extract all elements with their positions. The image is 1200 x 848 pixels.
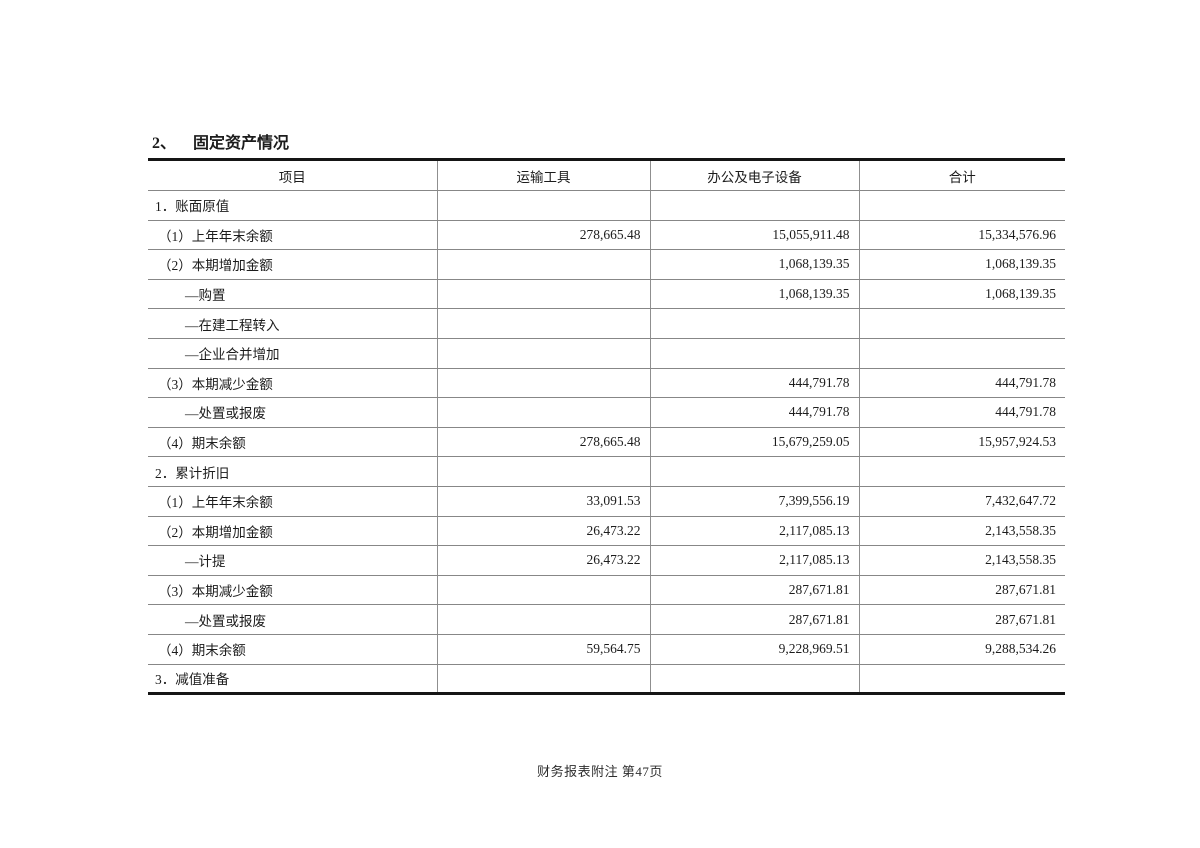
table-row: 1．账面原值 (148, 190, 1065, 221)
table-row: （3）本期减少金额 444,791.78 444,791.78 (148, 368, 1065, 399)
table-row: 2．累计折旧 (148, 456, 1065, 487)
row-label: 2．累计折旧 (148, 456, 437, 487)
row-value (649, 664, 859, 695)
fixed-assets-table: 项目 运输工具 办公及电子设备 合计 1．账面原值 （1）上年年末余额 278,… (148, 158, 1065, 696)
row-value (649, 456, 859, 487)
row-value (436, 338, 650, 369)
row-label: —处置或报废 (148, 397, 437, 428)
row-value: 1,068,139.35 (858, 279, 1065, 310)
row-value: 444,791.78 (649, 397, 859, 428)
row-label: （2）本期增加金额 (148, 516, 437, 547)
row-value: 2,117,085.13 (649, 516, 859, 547)
row-value (858, 664, 1065, 695)
row-label: —在建工程转入 (148, 308, 437, 339)
row-value: 7,432,647.72 (858, 486, 1065, 517)
row-value (436, 664, 650, 695)
row-value: 59,564.75 (436, 634, 650, 665)
row-value: 15,679,259.05 (649, 427, 859, 458)
row-value: 1,068,139.35 (649, 249, 859, 280)
row-value: 7,399,556.19 (649, 486, 859, 517)
row-value (858, 308, 1065, 339)
row-label: （1）上年年末余额 (148, 486, 437, 517)
row-value (649, 190, 859, 221)
row-value: 444,791.78 (858, 368, 1065, 399)
table-row: —企业合并增加 (148, 338, 1065, 369)
row-value: 444,791.78 (858, 397, 1065, 428)
row-label: 1．账面原值 (148, 190, 437, 221)
row-value (858, 338, 1065, 369)
row-label: （4）期末余额 (148, 427, 437, 458)
row-value: 9,288,534.26 (858, 634, 1065, 665)
row-label: —计提 (148, 545, 437, 576)
row-value (436, 368, 650, 399)
table-row: （3）本期减少金额 287,671.81 287,671.81 (148, 575, 1065, 606)
table-row: （1）上年年末余额 33,091.53 7,399,556.19 7,432,6… (148, 486, 1065, 517)
row-value (436, 279, 650, 310)
row-label: —购置 (148, 279, 437, 310)
column-header-transport: 运输工具 (436, 159, 650, 191)
row-label: —企业合并增加 (148, 338, 437, 369)
row-value: 287,671.81 (858, 604, 1065, 635)
row-value: 287,671.81 (649, 604, 859, 635)
row-value: 278,665.48 (436, 427, 650, 458)
row-label: （3）本期减少金额 (148, 575, 437, 606)
row-value: 15,334,576.96 (858, 220, 1065, 251)
row-value: 1,068,139.35 (858, 249, 1065, 280)
table-header-row: 项目 运输工具 办公及电子设备 合计 (148, 159, 1065, 191)
row-value: 287,671.81 (649, 575, 859, 606)
page-footer: 财务报表附注 第47页 (537, 764, 663, 779)
table-header: 项目 运输工具 办公及电子设备 合计 (148, 159, 1065, 191)
row-label: （4）期末余额 (148, 634, 437, 665)
row-value (436, 308, 650, 339)
table-row: —购置 1,068,139.35 1,068,139.35 (148, 279, 1065, 310)
row-label: 3．减值准备 (148, 664, 437, 695)
row-value: 2,117,085.13 (649, 545, 859, 576)
row-value (649, 338, 859, 369)
table-row: （1）上年年末余额 278,665.48 15,055,911.48 15,33… (148, 220, 1065, 251)
row-label: （3）本期减少金额 (148, 368, 437, 399)
row-value: 9,228,969.51 (649, 634, 859, 665)
row-value: 26,473.22 (436, 516, 650, 547)
table-row: （2）本期增加金额 1,068,139.35 1,068,139.35 (148, 249, 1065, 280)
table-row: 3．减值准备 (148, 664, 1065, 695)
row-label: （1）上年年末余额 (148, 220, 437, 251)
column-header-item: 项目 (148, 159, 437, 191)
row-value (436, 456, 650, 487)
table-row: —计提 26,473.22 2,117,085.13 2,143,558.35 (148, 545, 1065, 576)
row-value (436, 397, 650, 428)
table-row: （4）期末余额 278,665.48 15,679,259.05 15,957,… (148, 427, 1065, 458)
row-value (436, 190, 650, 221)
table-row: （4）期末余额 59,564.75 9,228,969.51 9,288,534… (148, 634, 1065, 665)
row-value: 15,055,911.48 (649, 220, 859, 251)
column-header-office: 办公及电子设备 (649, 159, 859, 191)
row-value (649, 308, 859, 339)
table-row: （2）本期增加金额 26,473.22 2,117,085.13 2,143,5… (148, 516, 1065, 547)
table-body: 1．账面原值 （1）上年年末余额 278,665.48 15,055,911.4… (148, 190, 1065, 695)
row-value: 278,665.48 (436, 220, 650, 251)
row-value (436, 249, 650, 280)
row-label: （2）本期增加金额 (148, 249, 437, 280)
row-value: 287,671.81 (858, 575, 1065, 606)
section-title-number: 2、 (152, 135, 177, 152)
row-value: 26,473.22 (436, 545, 650, 576)
row-value: 33,091.53 (436, 486, 650, 517)
row-value: 1,068,139.35 (649, 279, 859, 310)
row-value: 15,957,924.53 (858, 427, 1065, 458)
section-title: 2、 固定资产情况 (152, 133, 289, 155)
row-label: —处置或报废 (148, 604, 437, 635)
table-row: —处置或报废 287,671.81 287,671.81 (148, 604, 1065, 635)
table-row: —处置或报废 444,791.78 444,791.78 (148, 397, 1065, 428)
row-value (436, 575, 650, 606)
row-value: 444,791.78 (649, 368, 859, 399)
table-row: —在建工程转入 (148, 308, 1065, 339)
section-title-text: 固定资产情况 (193, 135, 290, 152)
row-value (858, 190, 1065, 221)
row-value: 2,143,558.35 (858, 545, 1065, 576)
row-value (858, 456, 1065, 487)
row-value: 2,143,558.35 (858, 516, 1065, 547)
row-value (436, 604, 650, 635)
column-header-total: 合计 (858, 159, 1065, 191)
